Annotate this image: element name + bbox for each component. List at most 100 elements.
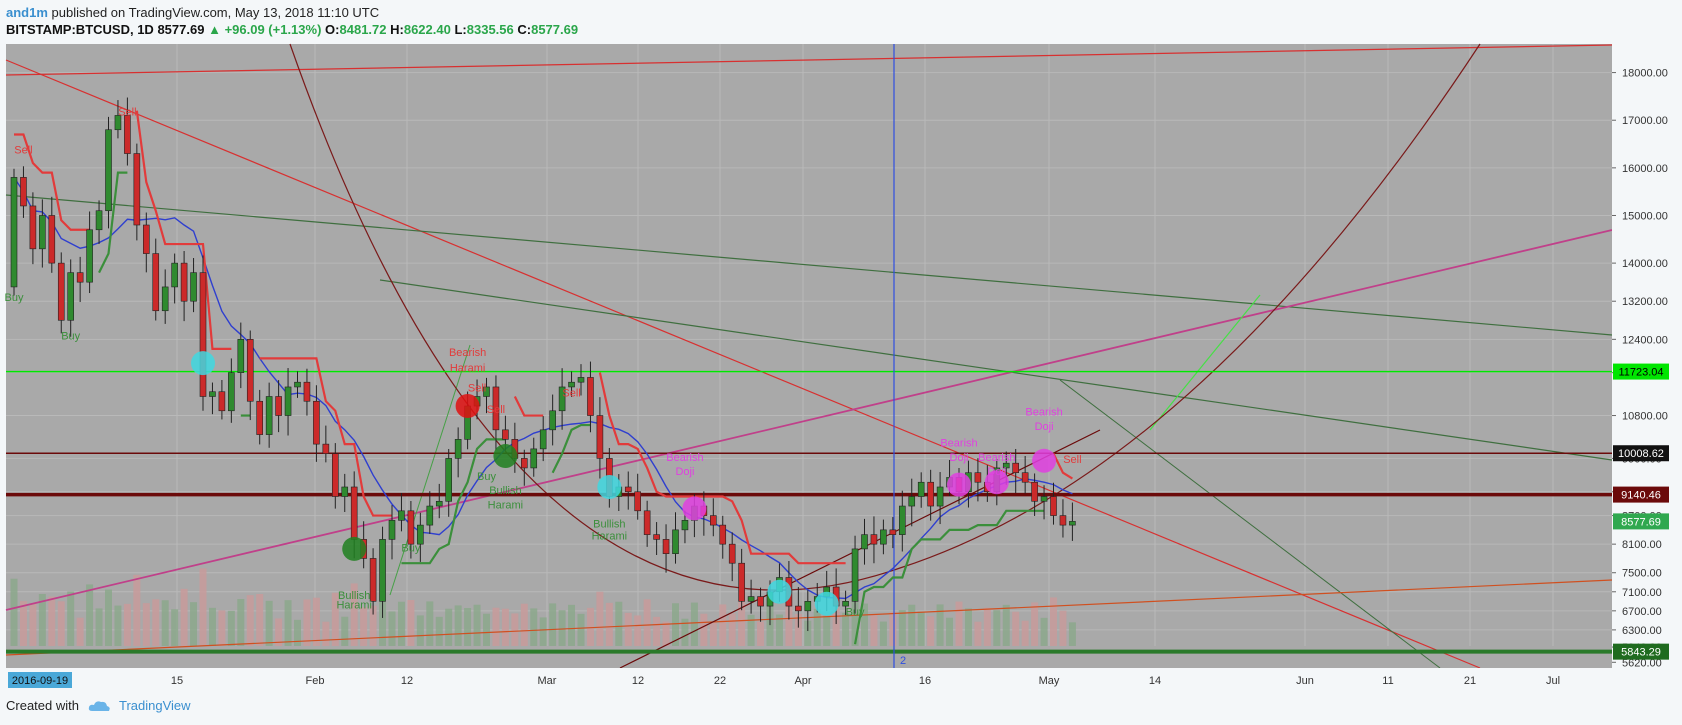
author-link[interactable]: and1m: [6, 5, 48, 20]
candle-down: [634, 491, 642, 512]
price-tick-label: 8100.00: [1622, 539, 1662, 551]
volume-bar: [813, 608, 821, 646]
candle-up: [341, 486, 349, 497]
volume-bar: [312, 597, 320, 646]
signal-label: Doji: [987, 466, 1006, 478]
signal-label: Bearish: [1025, 407, 1062, 419]
volume-bar: [993, 610, 1001, 646]
price-badge-label: 10008.62: [1618, 448, 1664, 460]
candle-down: [143, 224, 150, 254]
volume-bar: [435, 616, 443, 646]
volume-bar: [1021, 620, 1029, 646]
volume-bar: [964, 608, 972, 646]
volume-bar: [180, 588, 188, 646]
time-tick-label: Mar: [538, 675, 557, 687]
candle-down: [256, 400, 264, 435]
trend-line: [1059, 379, 1441, 669]
volume-bar: [624, 612, 632, 646]
signal-label: Sell: [1063, 454, 1081, 466]
volume-bar: [766, 605, 774, 646]
volume-bar: [265, 600, 273, 646]
price-badges: 11723.04 10008.62 9140.46 8577.69 5843.29: [1613, 363, 1669, 660]
candle-down: [738, 562, 745, 602]
volume-bar: [1002, 604, 1010, 646]
volume-bar: [794, 613, 802, 646]
candle-up: [237, 339, 245, 373]
candle-down: [974, 472, 982, 483]
candle-up: [577, 377, 585, 383]
candle-up: [539, 429, 547, 450]
volume-bar: [48, 596, 56, 646]
price-tick-label: 12400.00: [1622, 334, 1668, 346]
volume-bar: [426, 601, 434, 646]
volume-bar: [908, 604, 916, 646]
candle-down: [246, 339, 254, 402]
signal-label: Harami: [336, 599, 371, 611]
volume-bar: [256, 594, 264, 646]
volume-bar: [95, 608, 103, 646]
candle-up: [114, 115, 122, 131]
volume-bar: [369, 605, 377, 646]
candle-down: [275, 396, 282, 416]
candle-down: [350, 486, 358, 540]
time-tick-label: 21: [1464, 675, 1476, 687]
trend-line: [5, 44, 1613, 76]
trend-line: [5, 194, 1613, 336]
volume-bar: [775, 614, 783, 646]
price-badge: [1613, 513, 1669, 530]
volume-bar: [464, 608, 472, 646]
volume-bar: [861, 603, 868, 646]
volume-bar: [1050, 597, 1057, 646]
trend-line: [619, 429, 1101, 669]
volume-bar: [199, 568, 207, 646]
candle-up: [435, 500, 443, 507]
candle-down: [795, 605, 802, 612]
price-axis[interactable]: [1612, 44, 1682, 668]
price-tick-label: 6700.00: [1622, 606, 1662, 618]
volume-bar: [946, 617, 954, 646]
candlesticks: [10, 97, 1076, 632]
price-tick-label: 13200.00: [1622, 296, 1668, 308]
volume-bar: [275, 618, 283, 646]
pattern-marker-circle: [342, 536, 367, 561]
price-tick-label: 15000.00: [1622, 210, 1668, 222]
price-badge-label: 9140.46: [1621, 490, 1661, 502]
candle-down: [313, 400, 320, 445]
candle-up: [681, 520, 689, 531]
volume-bar: [615, 601, 623, 646]
price-tick-label: 17000.00: [1622, 115, 1668, 127]
price-tick-label: 18000.00: [1622, 68, 1668, 80]
candle-up: [842, 601, 849, 607]
candle-up: [908, 496, 916, 507]
volume-bar: [1012, 611, 1020, 646]
candle-down: [124, 115, 131, 154]
volume-bar: [955, 601, 963, 646]
candle-up: [417, 524, 424, 545]
time-axis[interactable]: [6, 668, 1612, 690]
candle-down: [653, 534, 660, 540]
candle-down: [492, 386, 500, 431]
candle-up: [483, 386, 490, 397]
trend-line: [389, 344, 471, 596]
candle-down: [728, 543, 736, 564]
time-tick-label: 15: [171, 675, 183, 687]
candle-up: [388, 520, 396, 540]
candle-up: [86, 229, 93, 283]
candle-up: [851, 548, 859, 602]
signal-label: Sell: [487, 404, 505, 416]
tradingview-cloud-icon: [88, 700, 110, 711]
candle-down: [48, 215, 56, 264]
tradingview-link[interactable]: TradingView: [118, 698, 191, 713]
candle-down: [662, 539, 670, 554]
volume-bar: [747, 614, 755, 646]
volume-bar: [634, 615, 642, 646]
candle-up: [379, 539, 386, 602]
price-badge-label: 11723.04: [1618, 367, 1663, 379]
volume-bar: [227, 610, 235, 646]
candle-down: [152, 253, 160, 312]
volume-bar: [785, 594, 793, 646]
signal-label: Buy: [61, 330, 80, 342]
volume-bar: [57, 601, 65, 646]
volume-bar: [539, 617, 547, 646]
